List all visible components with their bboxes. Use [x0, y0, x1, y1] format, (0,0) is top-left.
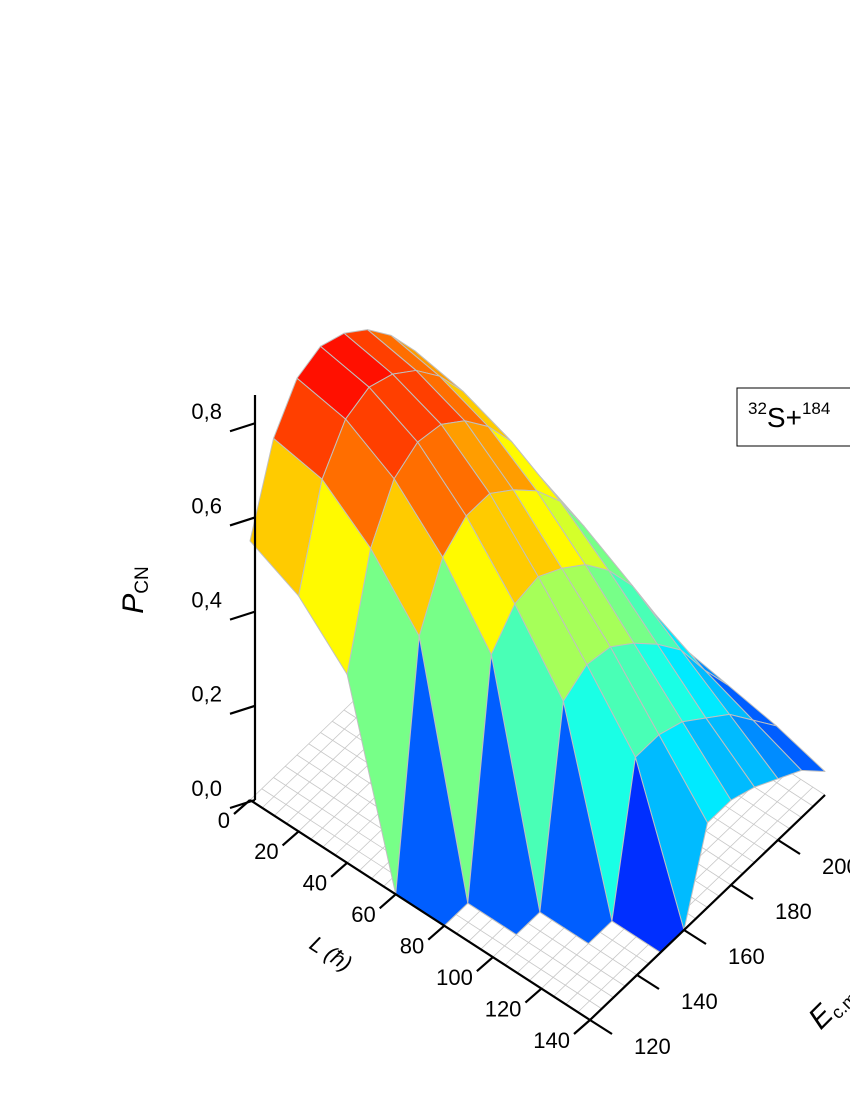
x-tick	[281, 830, 300, 847]
y-tick	[636, 974, 660, 990]
z-title-sub: CN	[132, 566, 153, 593]
y-tick-label: 160	[728, 944, 765, 969]
x-tick	[378, 893, 397, 910]
y-tick	[730, 884, 754, 900]
z-tick-label: 0,8	[191, 399, 222, 424]
z-tick	[229, 704, 256, 715]
x-tick-label: 20	[254, 839, 278, 864]
y-tick-label: 180	[775, 899, 812, 924]
y-title: Ec.m	[802, 978, 850, 1037]
z-tick-label: 0,4	[191, 587, 222, 612]
x-tick	[233, 799, 251, 815]
legend-mass: 184	[802, 399, 830, 418]
z-tick-label: 0,2	[191, 682, 222, 707]
x-tick	[476, 956, 494, 972]
y-tick-label: 200	[822, 854, 850, 879]
z-tick-label: 0,6	[191, 493, 222, 518]
x-tick-label: 80	[400, 934, 424, 959]
legend-box	[736, 387, 850, 447]
x-tick-label: 60	[351, 902, 375, 927]
z-title-main: P	[117, 594, 150, 614]
x-tick-label: 0	[218, 808, 230, 833]
y-tick-label: 120	[634, 1034, 671, 1059]
x-tick	[573, 1019, 591, 1035]
x-tick	[524, 987, 543, 1004]
y-tick	[777, 839, 801, 855]
z-title: PCN	[117, 566, 153, 613]
z-tick-label: 0,0	[191, 776, 222, 801]
y-axis	[589, 794, 826, 1021]
y-tick	[683, 929, 707, 945]
x-tick-label: 120	[485, 996, 522, 1021]
legend-element: S+	[767, 402, 802, 433]
x-tick-label: 40	[303, 871, 327, 896]
legend-mass: 32	[748, 399, 767, 418]
z-tick	[229, 422, 256, 433]
axes: 0,0 0,2 0,4 0,6 0,8 0 20 40 60 80 100 120 140 120 140 1…	[191, 395, 850, 1059]
x-axis	[249, 799, 591, 1021]
x-tick	[427, 924, 446, 941]
x-tick-label: 100	[436, 965, 473, 990]
y-tick	[589, 1019, 613, 1035]
legend-label: 32S+184	[748, 399, 830, 433]
x-title: L (ħ)	[305, 931, 356, 976]
y-tick-label: 140	[681, 989, 718, 1014]
z-tick	[229, 610, 256, 621]
z-tick	[229, 516, 256, 527]
x-tick-label: 140	[533, 1028, 570, 1053]
surface	[249, 329, 826, 953]
x-tick	[330, 862, 348, 878]
